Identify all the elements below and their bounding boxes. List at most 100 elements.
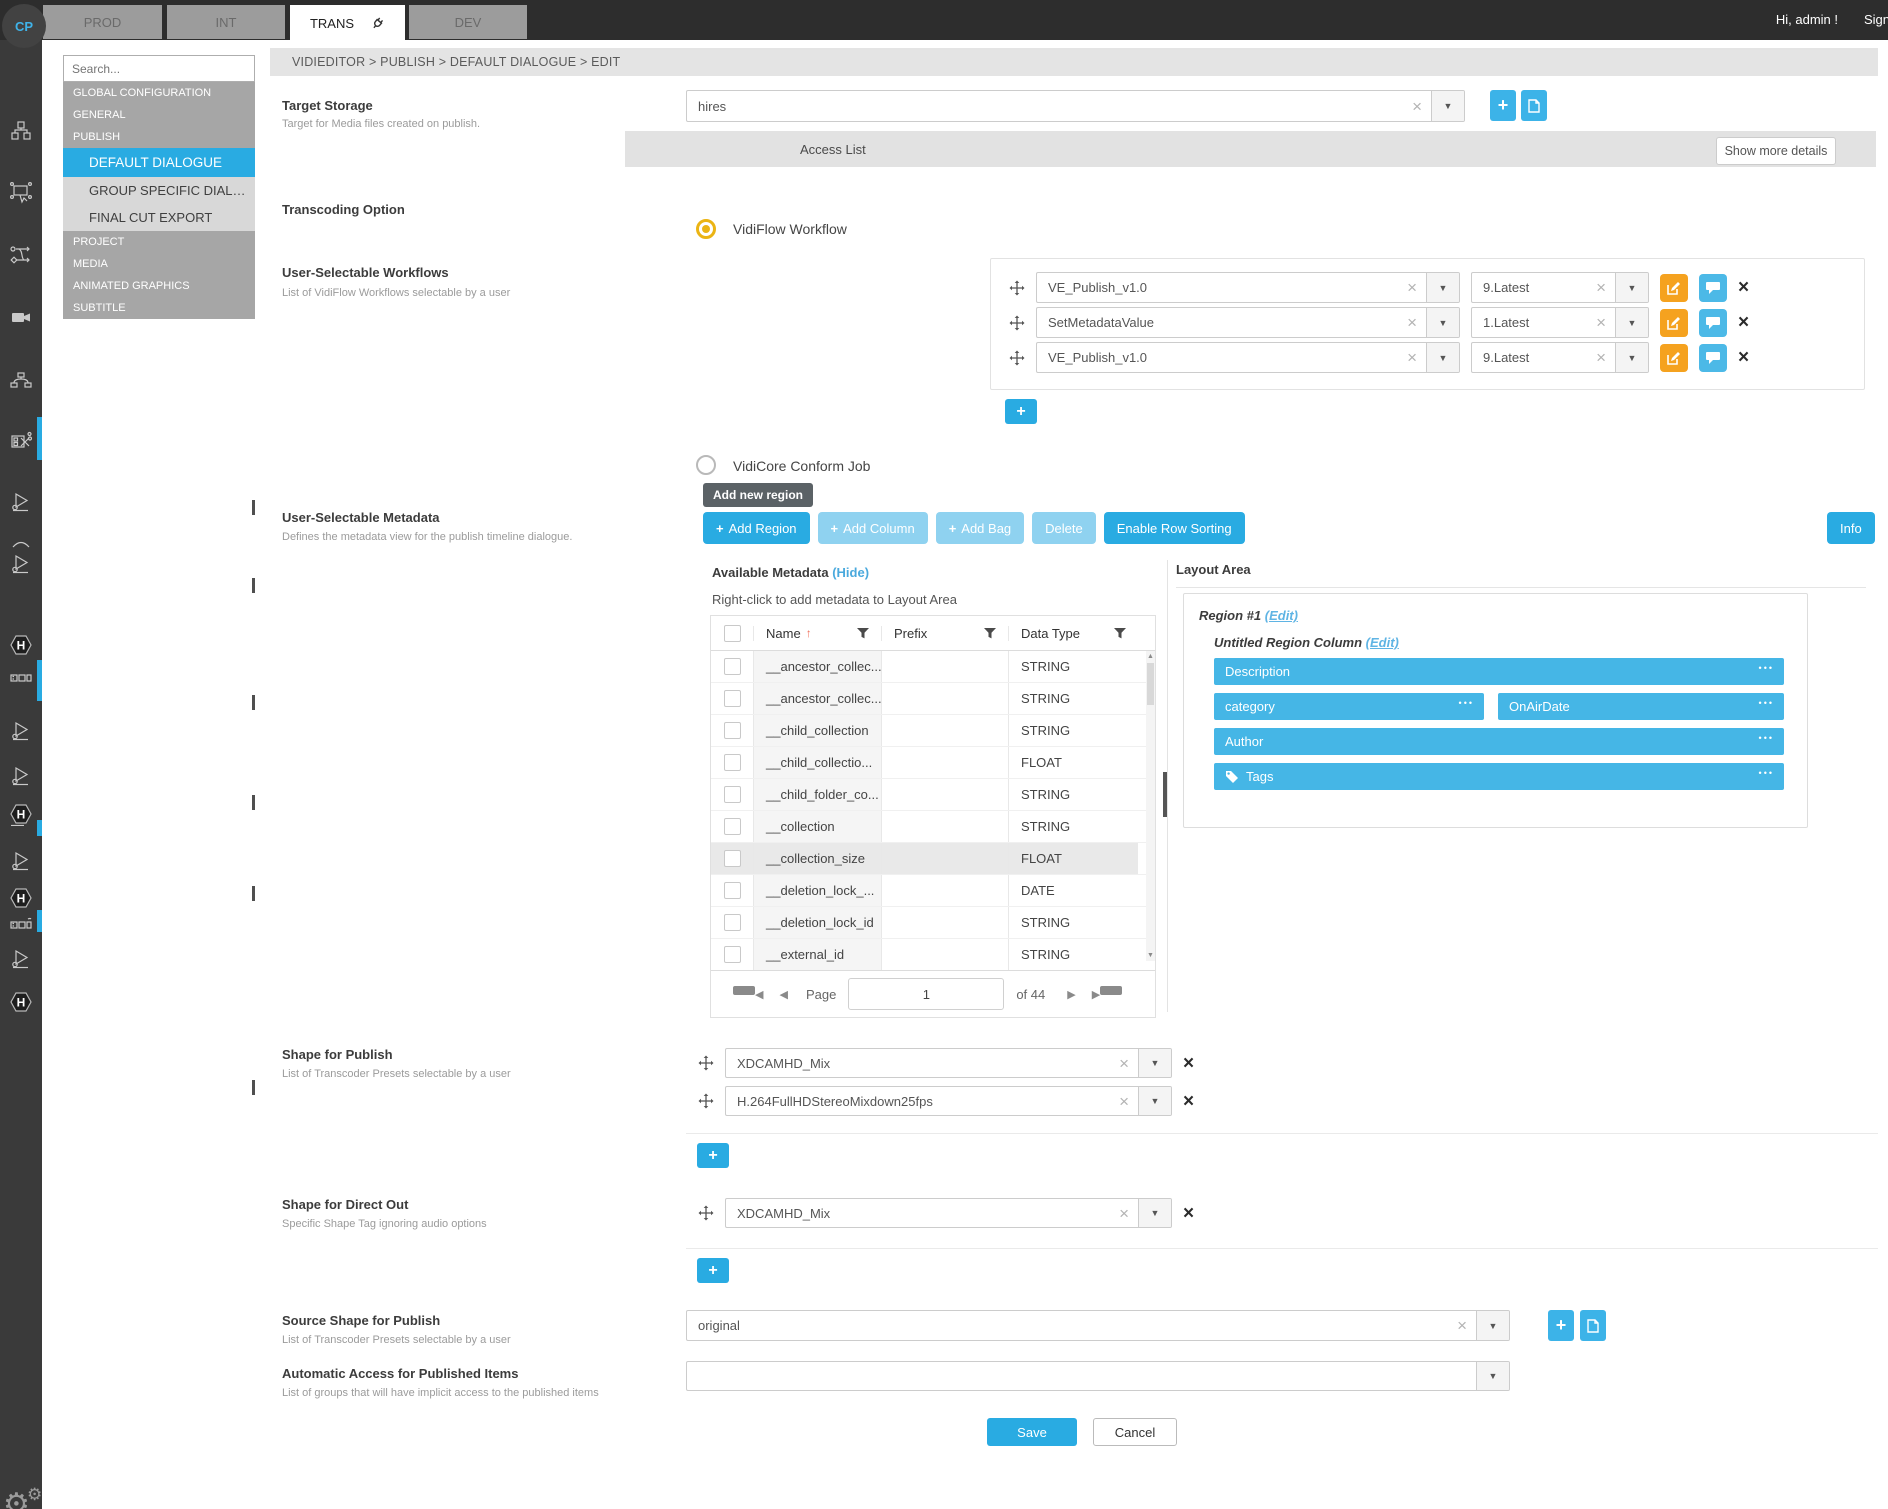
- clear-icon[interactable]: ×: [1596, 348, 1606, 367]
- table-row[interactable]: __external_id STRING: [711, 938, 1155, 970]
- comment-button[interactable]: [1699, 273, 1727, 302]
- dropdown-button[interactable]: ▼: [1426, 273, 1459, 302]
- drag-handle-icon[interactable]: [698, 1093, 714, 1109]
- add-shape-button[interactable]: +: [697, 1143, 729, 1168]
- table-row[interactable]: __ancestor_collec... STRING: [711, 682, 1155, 714]
- sidebar-item-final-cut-export[interactable]: FINAL CUT EXPORT: [63, 204, 255, 231]
- workflow-name-combobox[interactable]: VE_Publish_v1.0 × ▼: [1036, 272, 1460, 303]
- clear-icon[interactable]: ×: [1596, 313, 1606, 332]
- sidebar-item-media[interactable]: MEDIA: [63, 253, 255, 275]
- sidebar-item-group-specific-dialogue[interactable]: GROUP SPECIFIC DIALOG...: [63, 177, 255, 204]
- comment-button[interactable]: [1699, 343, 1727, 372]
- cancel-button[interactable]: Cancel: [1093, 1418, 1177, 1446]
- drag-handle-icon[interactable]: [698, 1055, 714, 1071]
- combobox-value[interactable]: 9.Latest: [1483, 280, 1530, 295]
- grid-scrollbar[interactable]: ▲ ▼: [1146, 651, 1155, 961]
- dropdown-button[interactable]: ▼: [1138, 1087, 1171, 1115]
- sitemap-icon[interactable]: [10, 369, 32, 391]
- remove-shape-icon[interactable]: ×: [1183, 1052, 1195, 1074]
- play-export-icon[interactable]: [10, 552, 32, 574]
- row-checkbox[interactable]: [723, 690, 741, 707]
- drag-handle-icon[interactable]: [698, 1205, 714, 1221]
- play-export-icon[interactable]: [10, 764, 32, 786]
- dropdown-button[interactable]: ▼: [1426, 308, 1459, 337]
- field-description[interactable]: Description •••: [1214, 658, 1784, 685]
- vidicore-conform-radio[interactable]: [696, 455, 716, 475]
- dropdown-button[interactable]: ▼: [1615, 343, 1648, 372]
- column-header-data-type[interactable]: Data Type: [1008, 625, 1138, 641]
- add-workflow-button[interactable]: +: [1005, 399, 1037, 424]
- remove-workflow-icon[interactable]: ×: [1738, 312, 1750, 333]
- remove-workflow-icon[interactable]: ×: [1738, 347, 1750, 368]
- table-row[interactable]: __child_folder_co... STRING: [711, 778, 1155, 810]
- row-checkbox[interactable]: [723, 754, 741, 771]
- row-checkbox[interactable]: [723, 722, 741, 739]
- combobox-value[interactable]: SetMetadataValue: [1048, 315, 1154, 330]
- sign-out-link[interactable]: Sign: [1863, 12, 1888, 27]
- clear-icon[interactable]: ×: [1407, 313, 1417, 332]
- sidebar-item-general[interactable]: GENERAL: [63, 104, 255, 126]
- play-export-icon[interactable]: [10, 947, 32, 969]
- table-row[interactable]: __ancestor_collec... STRING: [711, 651, 1155, 682]
- first-page-button[interactable]: ◀: [725, 985, 771, 1003]
- table-row[interactable]: __deletion_lock_... DATE: [711, 874, 1155, 906]
- row-checkbox[interactable]: [723, 946, 741, 963]
- remove-workflow-icon[interactable]: ×: [1738, 277, 1750, 298]
- table-row[interactable]: __child_collection STRING: [711, 714, 1155, 746]
- row-checkbox[interactable]: [723, 914, 741, 931]
- field-menu-icon[interactable]: •••: [1758, 768, 1774, 778]
- save-button[interactable]: Save: [987, 1418, 1077, 1446]
- add-source-shape-button[interactable]: +: [1548, 1310, 1574, 1341]
- row-checkbox[interactable]: [723, 818, 741, 835]
- scroll-down-icon[interactable]: ▼: [1147, 952, 1154, 959]
- dropdown-button[interactable]: ▼: [1615, 308, 1648, 337]
- cubes-icon[interactable]: [10, 120, 32, 142]
- row-checkbox[interactable]: [723, 850, 741, 867]
- sidebar-item-subtitle[interactable]: SUBTITLE: [63, 297, 255, 319]
- workflow-version-combobox[interactable]: 1.Latest × ▼: [1471, 307, 1649, 338]
- clear-icon[interactable]: ×: [1119, 1053, 1129, 1073]
- shape-combobox[interactable]: H.264FullHDStereoMixdown25fps × ▼: [725, 1086, 1172, 1116]
- workflow-name-combobox[interactable]: SetMetadataValue × ▼: [1036, 307, 1460, 338]
- hexagon-h-icon[interactable]: H: [10, 634, 32, 656]
- comment-button[interactable]: [1699, 308, 1727, 337]
- sidebar-item-global-configuration[interactable]: GLOBAL CONFIGURATION: [63, 82, 255, 104]
- edit-workflow-button[interactable]: [1660, 343, 1688, 372]
- field-category[interactable]: category •••: [1214, 693, 1484, 720]
- clear-icon[interactable]: ×: [1407, 278, 1417, 297]
- row-checkbox[interactable]: [723, 658, 741, 675]
- divider-scroll-thumb[interactable]: [1163, 772, 1167, 817]
- enable-row-sorting-button[interactable]: Enable Row Sorting: [1103, 512, 1245, 544]
- info-button[interactable]: Info: [1827, 512, 1875, 544]
- delete-button[interactable]: Delete: [1032, 512, 1096, 544]
- sidebar-item-animated-graphics[interactable]: ANIMATED GRAPHICS: [63, 275, 255, 297]
- clear-icon[interactable]: ×: [1457, 1316, 1467, 1335]
- combobox-value[interactable]: VE_Publish_v1.0: [1048, 350, 1148, 365]
- search-input[interactable]: [63, 55, 255, 82]
- shape-combobox[interactable]: XDCAMHD_Mix × ▼: [725, 1048, 1172, 1078]
- hexagon-h-icon[interactable]: H: [10, 991, 32, 1013]
- dropdown-button[interactable]: ▼: [1426, 343, 1459, 372]
- prev-page-button[interactable]: ◀: [771, 988, 795, 1001]
- hexagon-h-underline-icon[interactable]: H: [10, 804, 32, 826]
- dropdown-button[interactable]: ▼: [1138, 1049, 1171, 1077]
- hexagon-h-icon[interactable]: H: [10, 887, 32, 909]
- tab-dev[interactable]: DEV: [409, 5, 527, 39]
- field-menu-icon[interactable]: •••: [1758, 733, 1774, 743]
- row-checkbox[interactable]: [723, 786, 741, 803]
- workflow-name-combobox[interactable]: VE_Publish_v1.0 × ▼: [1036, 342, 1460, 373]
- field-menu-icon[interactable]: •••: [1758, 698, 1774, 708]
- filmstrip-icon[interactable]: [10, 667, 32, 689]
- combobox-value[interactable]: XDCAMHD_Mix: [737, 1055, 831, 1071]
- device-network-icon[interactable]: [10, 182, 32, 204]
- browse-storage-button[interactable]: [1521, 90, 1547, 121]
- clear-icon[interactable]: ×: [1407, 348, 1417, 367]
- play-export-icon[interactable]: [10, 490, 32, 512]
- add-storage-button[interactable]: +: [1490, 90, 1516, 121]
- combobox-value[interactable]: original: [698, 1318, 740, 1333]
- drag-handle-icon[interactable]: [1009, 350, 1025, 366]
- page-number-input[interactable]: [848, 978, 1005, 1010]
- scroll-up-icon[interactable]: ▲: [1147, 653, 1154, 660]
- filter-icon[interactable]: [1114, 627, 1126, 639]
- sidebar-item-publish[interactable]: PUBLISH: [63, 126, 255, 148]
